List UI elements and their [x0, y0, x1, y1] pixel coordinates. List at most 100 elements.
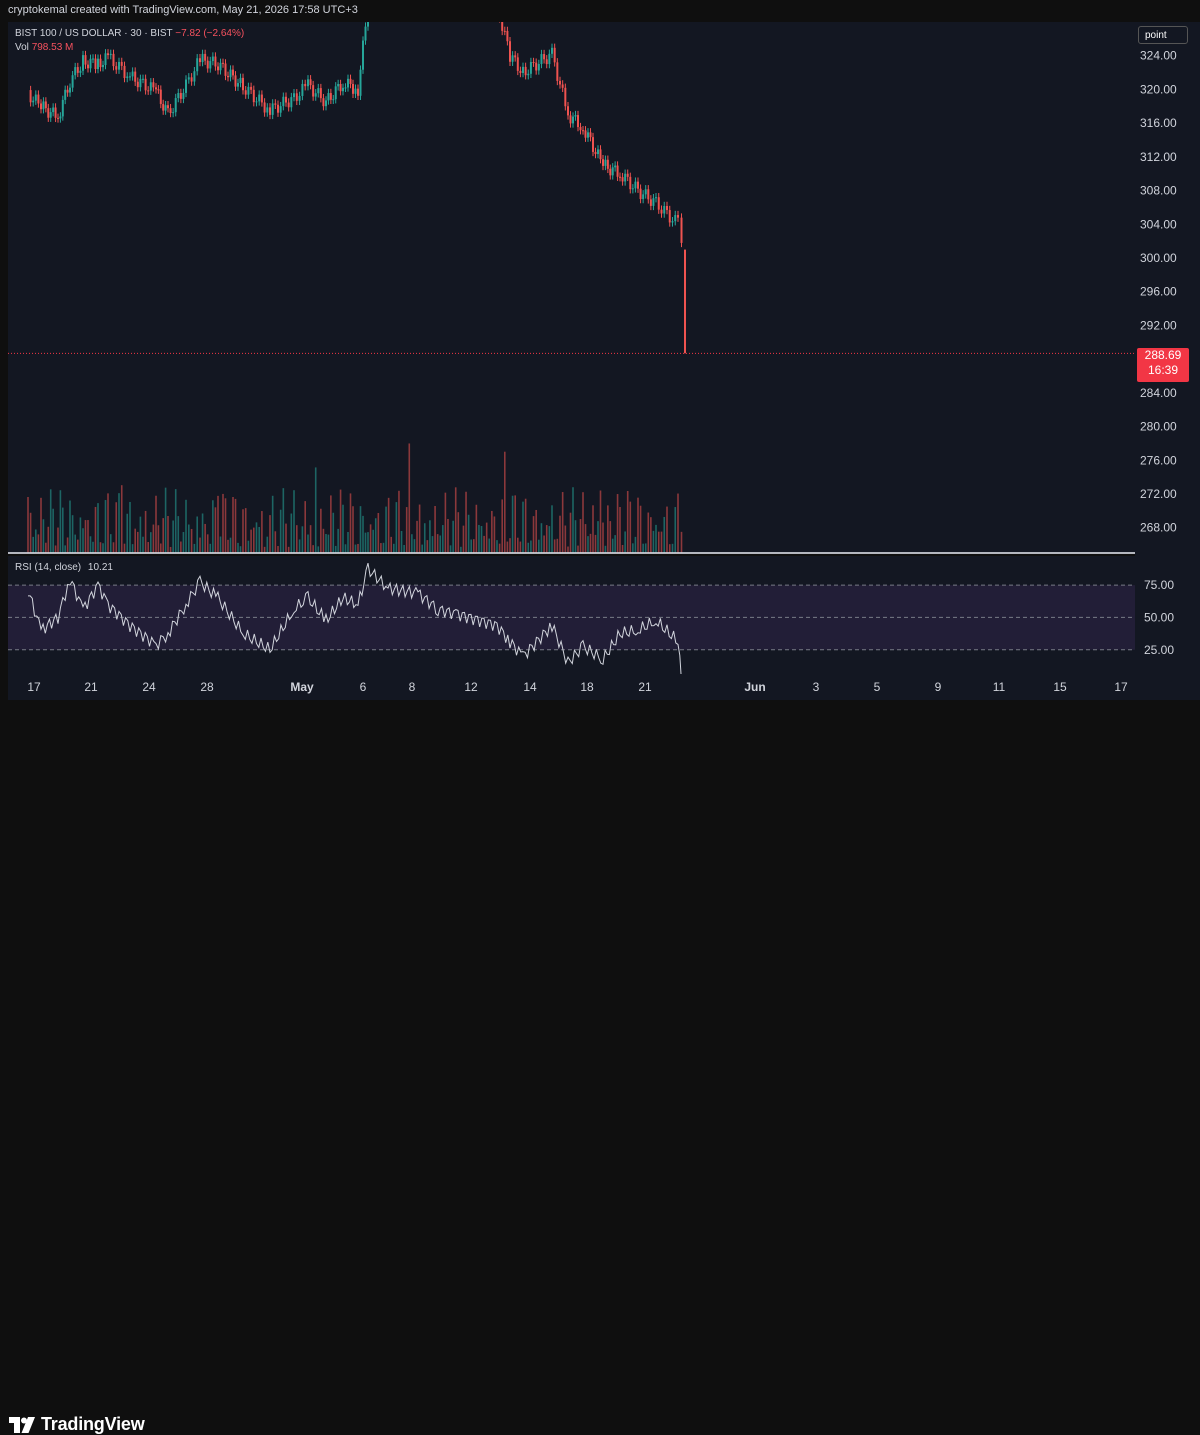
- volume-bar: [426, 540, 429, 553]
- candle: [680, 213, 683, 248]
- candle: [325, 96, 327, 111]
- candle: [312, 80, 315, 101]
- rsi-tick-label: 25.00: [1144, 643, 1174, 657]
- volume-bar: [621, 545, 624, 553]
- tradingview-logo-icon: [9, 1416, 35, 1433]
- candle: [185, 75, 187, 98]
- volume-bar: [126, 513, 129, 553]
- volume-bar: [637, 497, 639, 553]
- candle: [319, 83, 322, 103]
- candle: [155, 83, 157, 94]
- candle: [144, 74, 147, 95]
- volume-bar: [209, 543, 212, 553]
- volume-bar: [574, 520, 577, 553]
- volume-bar: [447, 518, 449, 553]
- volume-bar: [201, 513, 204, 553]
- candle: [187, 73, 190, 84]
- volume-bar: [671, 543, 674, 553]
- candle: [76, 62, 79, 78]
- symbol-legend: BIST 100 / US DOLLAR · 30 · BIST −7.82 (…: [15, 28, 244, 39]
- candle: [61, 95, 64, 121]
- price-chart[interactable]: [8, 22, 1135, 553]
- volume-bar: [109, 534, 112, 553]
- volume-bar: [244, 508, 247, 553]
- candle: [266, 103, 269, 117]
- last-price-value: 288.69: [1144, 348, 1182, 362]
- time-axis-labels: 17 21 24 28 May 6 8 12 14 18 21 Jun 3 5 9 11 15 17: [27, 680, 1128, 694]
- volume-bar: [411, 534, 413, 553]
- volume-bar: [561, 492, 564, 553]
- time-axis[interactable]: 17 21 24 28 May 6 8 12 14 18 21 Jun 3 5 9 11 15 17: [8, 674, 1135, 700]
- candle: [247, 82, 250, 99]
- symbol-name: BIST 100 / US DOLLAR · 30 · BIST: [15, 28, 173, 39]
- last-candle: [684, 249, 686, 354]
- volume-bar: [71, 515, 74, 553]
- volume-bar: [491, 510, 493, 553]
- volume-bar: [354, 544, 357, 553]
- volume-bar: [602, 522, 604, 553]
- volume-bar: [45, 542, 47, 553]
- candle: [219, 58, 222, 75]
- volume-bar: [250, 529, 252, 553]
- pane-separator[interactable]: [8, 552, 1200, 554]
- volume-bar: [465, 491, 467, 553]
- candle: [602, 154, 604, 171]
- time-tick-label: 17: [1114, 680, 1128, 694]
- price-tick-label: 300.00: [1140, 251, 1177, 265]
- volume-bar: [77, 539, 79, 553]
- volume-bar: [304, 501, 306, 553]
- volume-bar: [519, 541, 522, 553]
- volume-bar: [663, 516, 666, 553]
- time-tick-label: 28: [200, 680, 214, 694]
- volume-bar: [107, 493, 109, 553]
- price-tick-label: 316.00: [1140, 116, 1177, 130]
- candle: [99, 54, 102, 72]
- candle: [535, 58, 538, 75]
- point-button[interactable]: point: [1138, 26, 1188, 44]
- volume-bar: [293, 490, 295, 553]
- rsi-pane[interactable]: RSI (14, close) 10.21: [8, 556, 1135, 674]
- volume-bar: [196, 516, 198, 553]
- candle: [164, 100, 167, 115]
- candle: [293, 89, 295, 102]
- candle: [301, 79, 304, 101]
- candle: [74, 62, 77, 80]
- price-pane[interactable]: BIST 100 / US DOLLAR · 30 · BIST −7.82 (…: [8, 22, 1135, 553]
- volume-bar: [144, 510, 147, 553]
- volume-bar: [212, 500, 214, 553]
- volume-bar: [185, 499, 187, 553]
- time-tick-label: 18: [580, 680, 594, 694]
- candle: [671, 216, 674, 227]
- candle: [131, 67, 134, 81]
- volume-bar: [626, 490, 629, 553]
- volume-bar: [385, 506, 387, 553]
- candle: [232, 65, 234, 80]
- candle: [263, 98, 266, 117]
- time-tick-label: 24: [142, 680, 156, 694]
- volume-bar: [169, 546, 172, 553]
- volume-bar: [429, 520, 431, 553]
- candle: [332, 94, 335, 105]
- volume-bar: [160, 543, 162, 553]
- rsi-legend: RSI (14, close) 10.21: [15, 562, 113, 573]
- tradingview-logo[interactable]: TradingView: [9, 1414, 145, 1435]
- volume-bar: [642, 543, 644, 553]
- rsi-label: RSI (14, close): [15, 562, 82, 573]
- time-tick-label: 14: [523, 680, 537, 694]
- volume-bar: [64, 545, 66, 553]
- volume-bar: [115, 502, 118, 553]
- candle: [545, 55, 548, 69]
- price-tick-label: 296.00: [1140, 285, 1177, 299]
- candle: [337, 79, 340, 91]
- volume-bar: [604, 545, 607, 553]
- candle: [271, 99, 274, 120]
- volume-bar: [287, 546, 290, 553]
- candle: [239, 73, 242, 88]
- candle: [42, 97, 45, 114]
- candle: [551, 43, 553, 59]
- rsi-chart[interactable]: [8, 556, 1135, 674]
- volume-bar: [164, 487, 167, 553]
- volume-bar: [589, 533, 592, 553]
- volume-bar: [398, 490, 400, 553]
- volume-bar: [488, 538, 491, 553]
